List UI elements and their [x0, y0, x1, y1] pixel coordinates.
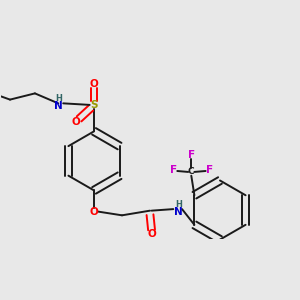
Text: C: C — [188, 167, 195, 176]
Text: H: H — [56, 94, 62, 103]
Text: F: F — [188, 150, 195, 160]
Text: N: N — [174, 207, 182, 217]
Text: S: S — [90, 100, 98, 110]
Text: O: O — [72, 117, 80, 127]
Text: H: H — [175, 200, 182, 208]
Text: O: O — [147, 229, 156, 239]
Text: O: O — [90, 207, 98, 217]
Text: F: F — [170, 165, 177, 176]
Text: O: O — [90, 79, 98, 89]
Text: F: F — [206, 165, 214, 176]
Text: N: N — [54, 101, 63, 111]
